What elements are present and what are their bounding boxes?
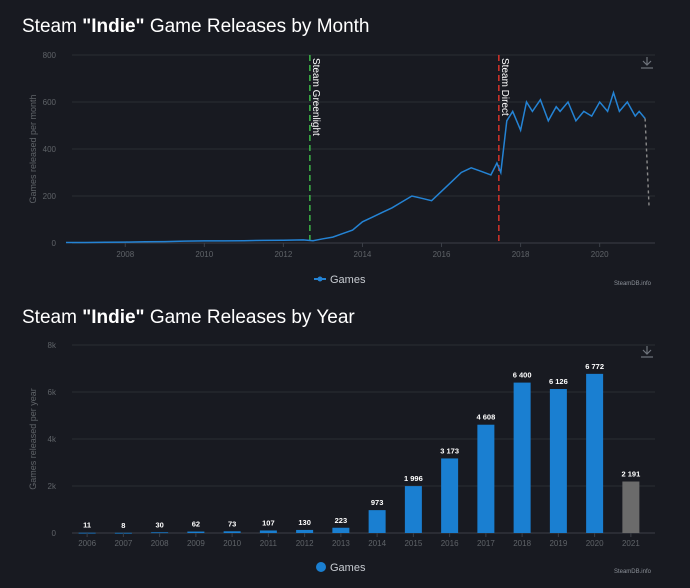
x-tick-label: 2007 bbox=[114, 539, 132, 548]
chart1-title-suffix: Game Releases by Month bbox=[144, 16, 370, 37]
x-tick-label: 2020 bbox=[591, 250, 609, 259]
data-label: 30 bbox=[155, 520, 163, 529]
bar bbox=[404, 486, 422, 533]
x-tick-label: 2011 bbox=[260, 539, 278, 548]
x-tick-label: 2017 bbox=[477, 539, 495, 548]
x-tick-label: 2021 bbox=[622, 539, 640, 548]
annotation-label: Steam Greenlight bbox=[310, 58, 321, 136]
data-label: 11 bbox=[83, 521, 91, 530]
y-tick-label: 0 bbox=[52, 529, 57, 538]
legend-label: Games bbox=[330, 274, 366, 286]
bar bbox=[586, 373, 604, 533]
x-tick-label: 2015 bbox=[404, 539, 422, 548]
bar bbox=[368, 510, 386, 533]
x-tick-label: 2016 bbox=[441, 539, 459, 548]
y-tick-label: 800 bbox=[43, 51, 57, 60]
x-tick-label: 2016 bbox=[433, 250, 451, 259]
bar bbox=[549, 389, 567, 533]
chart1-title: Steam "Indie" Game Releases by Month bbox=[22, 16, 370, 38]
bar bbox=[259, 530, 277, 533]
y-tick-label: 400 bbox=[43, 145, 57, 154]
chart2-title-suffix: Game Releases by Year bbox=[144, 307, 355, 328]
data-label: 223 bbox=[335, 516, 348, 525]
bar bbox=[477, 424, 495, 533]
data-label: 1 996 bbox=[404, 474, 423, 483]
annotation-label: Steam Direct bbox=[499, 58, 510, 116]
bar bbox=[151, 532, 169, 534]
x-tick-label: 2014 bbox=[354, 250, 372, 259]
x-tick-label: 2012 bbox=[274, 250, 292, 259]
monthly-chart: 0 200 400 600 800 2008 2010 2012 2014 2016 2018 202… bbox=[28, 51, 655, 287]
bar bbox=[332, 527, 350, 533]
download-icon-arrow bbox=[642, 349, 652, 355]
x-tick-label: 2018 bbox=[513, 539, 531, 548]
chart2-title-prefix: Steam bbox=[22, 307, 83, 328]
y-tick-label: 600 bbox=[43, 98, 57, 107]
bar bbox=[296, 529, 314, 533]
download-icon[interactable] bbox=[641, 57, 653, 69]
y-tick-label: 0 bbox=[52, 239, 57, 248]
download-icon[interactable] bbox=[641, 346, 653, 358]
x-tick-label: 2020 bbox=[586, 539, 604, 548]
data-label: 6 400 bbox=[513, 371, 532, 380]
data-label: 3 173 bbox=[440, 446, 459, 455]
bar bbox=[513, 382, 531, 533]
bar bbox=[441, 458, 459, 533]
x-tick-label: 2012 bbox=[296, 539, 314, 548]
x-tick-label: 2008 bbox=[151, 539, 169, 548]
y-tick-label: 6k bbox=[48, 388, 57, 397]
data-label: 973 bbox=[371, 498, 384, 507]
credit: SteamDB.info bbox=[614, 569, 652, 575]
data-label: 107 bbox=[262, 518, 275, 527]
y-tick-label: 2k bbox=[48, 482, 57, 491]
y-tick-label: 200 bbox=[43, 192, 57, 201]
x-tick-label: 2013 bbox=[332, 539, 350, 548]
chart2-title-bold: "Indie" bbox=[82, 307, 145, 328]
y-axis-title: Games released per month bbox=[28, 94, 38, 203]
legend-marker bbox=[317, 276, 323, 282]
data-label: 2 191 bbox=[621, 470, 640, 479]
y-axis-title: Games released per year bbox=[28, 388, 38, 490]
legend-marker bbox=[316, 562, 326, 572]
chart1-title-bold: "Indie" bbox=[82, 16, 145, 37]
credit: SteamDB.info bbox=[614, 281, 652, 287]
data-label: 6 126 bbox=[549, 377, 568, 386]
y-tick-label: 8k bbox=[48, 341, 57, 350]
download-icon-arrow bbox=[642, 60, 652, 66]
x-tick-label: 2010 bbox=[195, 250, 213, 259]
bar bbox=[187, 531, 205, 533]
series-line-games bbox=[66, 90, 646, 244]
x-tick-label: 2014 bbox=[368, 539, 386, 548]
data-label: 73 bbox=[228, 519, 236, 528]
series-line-partial bbox=[644, 118, 650, 208]
bar bbox=[622, 481, 640, 533]
bar bbox=[223, 531, 241, 533]
y-tick-label: 4k bbox=[48, 435, 57, 444]
chart1-title-prefix: Steam bbox=[22, 16, 83, 37]
chart2-title: Steam "Indie" Game Releases by Year bbox=[22, 307, 355, 329]
legend-label: Games bbox=[330, 562, 366, 574]
data-label: 62 bbox=[192, 520, 200, 529]
x-tick-label: 2018 bbox=[512, 250, 530, 259]
x-tick-label: 2006 bbox=[78, 539, 96, 548]
data-label: 4 608 bbox=[476, 413, 495, 422]
x-tick-label: 2008 bbox=[116, 250, 134, 259]
data-label: 130 bbox=[298, 518, 311, 527]
data-label: 8 bbox=[121, 521, 125, 530]
x-tick-label: 2009 bbox=[187, 539, 205, 548]
data-label: 6 772 bbox=[585, 362, 604, 371]
x-tick-label: 2019 bbox=[549, 539, 567, 548]
x-tick-label: 2010 bbox=[223, 539, 241, 548]
